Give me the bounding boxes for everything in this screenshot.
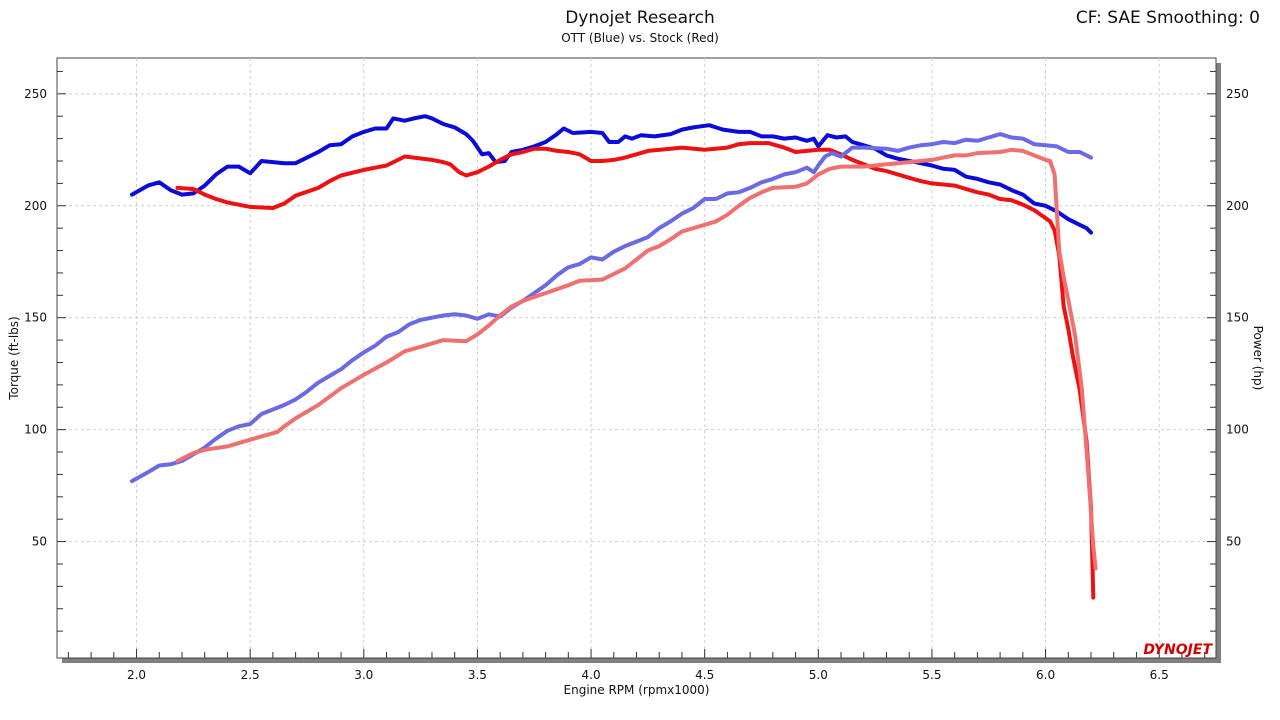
y-axis-label-left: Torque (ft-lbs) bbox=[7, 316, 21, 400]
y-tick-label-left: 50 bbox=[32, 535, 47, 549]
correction-settings: CF: SAE Smoothing: 0 bbox=[1075, 8, 1260, 28]
series-ott-power-line bbox=[130, 132, 1093, 484]
series-stock-torque-line bbox=[175, 141, 1096, 600]
chart-subtitle: OTT (Blue) vs. Stock (Red) bbox=[561, 31, 719, 45]
x-tick-label: 4.5 bbox=[695, 668, 714, 682]
x-tick-label: 2.5 bbox=[241, 668, 260, 682]
series-group bbox=[130, 114, 1098, 600]
x-tick-label: 6.0 bbox=[1036, 668, 1055, 682]
x-tick-label: 3.0 bbox=[354, 668, 373, 682]
x-tick-label: 3.5 bbox=[468, 668, 487, 682]
y-tick-label-left: 100 bbox=[24, 423, 47, 437]
x-tick-label: 5.0 bbox=[809, 668, 828, 682]
y-tick-label-right: 100 bbox=[1226, 423, 1249, 437]
y-tick-label-left: 150 bbox=[24, 311, 47, 325]
y-axis-label-right: Power (hp) bbox=[1251, 326, 1265, 391]
grid bbox=[57, 58, 1216, 658]
chart-title: Dynojet Research bbox=[565, 8, 715, 28]
series-stock-power-line bbox=[175, 147, 1098, 571]
y-tick-label-left: 200 bbox=[24, 199, 47, 213]
dynojet-logo: DYNOJET bbox=[1143, 642, 1213, 658]
x-tick-label: 6.5 bbox=[1150, 668, 1169, 682]
series-ott-torque-line bbox=[130, 114, 1093, 235]
plot-area bbox=[56, 57, 1217, 659]
x-tick-label: 4.0 bbox=[582, 668, 601, 682]
x-axis-label: Engine RPM (rpmx1000) bbox=[564, 683, 710, 697]
plot-frame bbox=[56, 57, 1221, 663]
y-tick-label-right: 250 bbox=[1226, 87, 1249, 101]
x-tick-label: 5.5 bbox=[922, 668, 941, 682]
axis-ticks: 2.0 2.5 3.0 3.5 4.0 4.5 5.0 5.5 6.0 6.5 50 100 150 20… bbox=[24, 70, 1249, 682]
x-tick-label: 2.0 bbox=[127, 668, 146, 682]
y-tick-label-left: 250 bbox=[24, 87, 47, 101]
y-tick-label-right: 50 bbox=[1226, 535, 1241, 549]
y-tick-label-right: 150 bbox=[1226, 311, 1249, 325]
y-tick-label-right: 200 bbox=[1226, 199, 1249, 213]
